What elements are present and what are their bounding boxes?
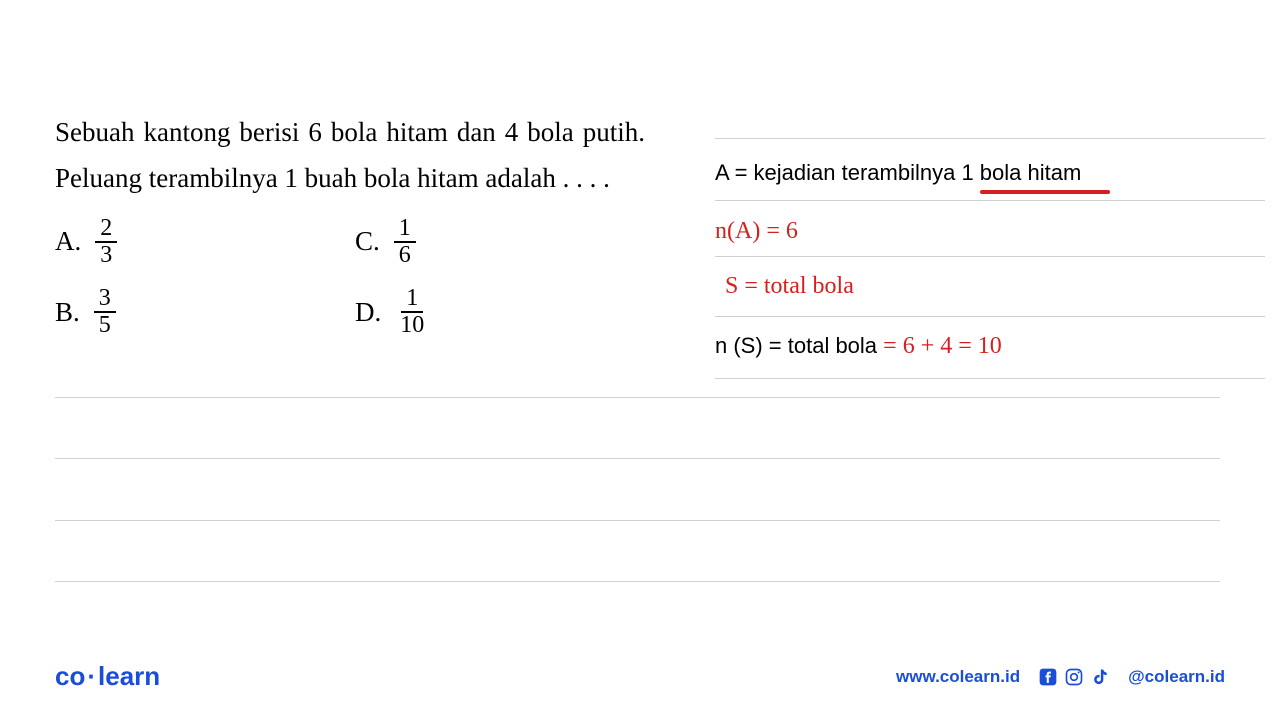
option-fraction: 3 5 <box>94 286 116 338</box>
handwritten-nS-value: = 6 + 4 = 10 <box>883 333 1002 359</box>
underline-red <box>980 190 1110 194</box>
handwritten-S: S = total bola <box>725 273 854 300</box>
fraction-denominator: 10 <box>395 313 429 338</box>
footer: co·learn www.colearn.id @colearn.id <box>55 661 1225 692</box>
ruled-line <box>55 520 1220 521</box>
ruled-line <box>715 378 1265 379</box>
logo-text-left: co <box>55 661 85 691</box>
option-letter: B. <box>55 297 80 328</box>
footer-handle: @colearn.id <box>1128 667 1225 687</box>
instagram-icon <box>1064 667 1084 687</box>
option-d: D. 1 10 <box>355 286 635 338</box>
ruled-line <box>715 200 1265 201</box>
ruled-line <box>55 581 1220 582</box>
option-fraction: 1 6 <box>394 216 416 268</box>
option-b: B. 3 5 <box>55 286 355 338</box>
note-definition-a: A = kejadian terambilnya 1 bola hitam <box>715 160 1081 186</box>
fraction-denominator: 3 <box>95 243 117 268</box>
facebook-icon <box>1038 667 1058 687</box>
option-fraction: 2 3 <box>95 216 117 268</box>
question-text: Sebuah kantong berisi 6 bola hitam dan 4… <box>55 110 645 202</box>
option-letter: A. <box>55 226 81 257</box>
option-letter: D. <box>355 297 381 328</box>
brand-logo: co·learn <box>55 661 160 692</box>
option-letter: C. <box>355 226 380 257</box>
fraction-denominator: 6 <box>394 243 416 268</box>
footer-right: www.colearn.id @colearn.id <box>896 667 1225 687</box>
option-c: C. 1 6 <box>355 216 635 268</box>
note-text: A = kejadian terambilnya <box>715 160 961 185</box>
tiktok-icon <box>1090 667 1110 687</box>
ruled-line <box>715 138 1265 139</box>
option-fraction: 1 10 <box>395 286 429 338</box>
note-text: n (S) = total bola <box>715 333 883 358</box>
handwritten-nA: n(A) = 6 <box>715 218 798 245</box>
note-nS: n (S) = total bola = 6 + 4 = 10 <box>715 333 1002 360</box>
fraction-numerator: 2 <box>95 216 117 243</box>
social-icons <box>1038 667 1110 687</box>
ruled-line <box>715 316 1265 317</box>
fraction-numerator: 3 <box>94 286 116 313</box>
option-a: A. 2 3 <box>55 216 355 268</box>
options-grid: A. 2 3 C. 1 6 B. 3 5 <box>55 216 645 339</box>
logo-dot: · <box>87 661 96 691</box>
fraction-numerator: 1 <box>394 216 416 243</box>
fraction-numerator: 1 <box>401 286 423 313</box>
note-underlined: 1 bola hitam <box>961 160 1081 185</box>
ruled-line <box>55 397 1220 398</box>
ruled-line <box>715 256 1265 257</box>
fraction-denominator: 5 <box>94 313 116 338</box>
logo-text-right: learn <box>98 661 160 691</box>
ruled-line <box>55 458 1220 459</box>
footer-url: www.colearn.id <box>896 667 1020 687</box>
